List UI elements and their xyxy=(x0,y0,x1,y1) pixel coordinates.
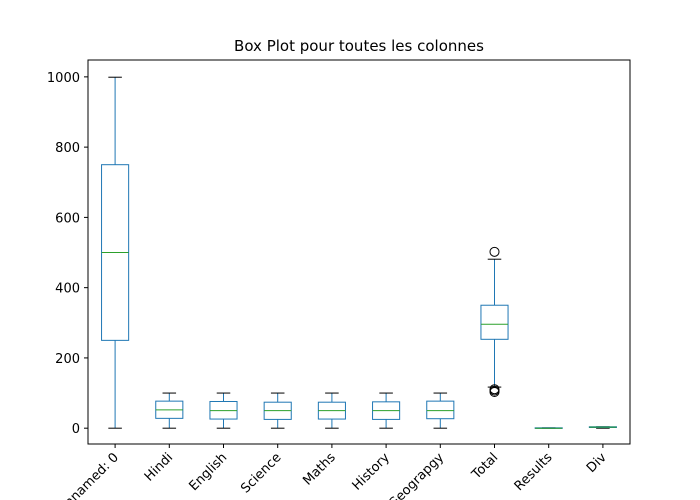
flier xyxy=(489,246,500,257)
box xyxy=(480,304,509,340)
y-tick-label: 600 xyxy=(55,211,80,226)
y-tick-label: 0 xyxy=(72,422,80,437)
y-tick-label: 800 xyxy=(55,141,80,156)
plot-frame xyxy=(87,59,631,445)
y-tick-label: 1000 xyxy=(47,71,80,86)
chart-title: Box Plot pour toutes les colonnes xyxy=(234,37,484,55)
flier xyxy=(489,387,500,398)
box xyxy=(426,400,455,420)
y-tick-label: 200 xyxy=(55,352,80,367)
y-tick-label: 400 xyxy=(55,282,80,297)
